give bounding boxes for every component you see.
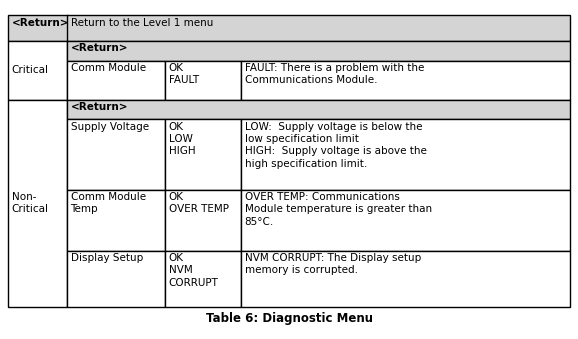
Bar [67, 61, 165, 100]
Text: Supply Voltage: Supply Voltage [71, 122, 149, 132]
Bar [241, 61, 570, 100]
Text: <Return>: <Return> [12, 18, 69, 27]
Text: Comm Module: Comm Module [71, 63, 146, 73]
Text: <Return>: <Return> [71, 43, 128, 53]
Text: <Return>: <Return> [71, 102, 128, 112]
Text: LOW:  Supply voltage is below the
low specification limit
HIGH:  Supply voltage : LOW: Supply voltage is below the low spe… [244, 122, 427, 169]
Text: Critical: Critical [12, 65, 49, 75]
Text: FAULT: There is a problem with the
Communications Module.: FAULT: There is a problem with the Commu… [244, 63, 424, 85]
Bar [241, 190, 570, 251]
Text: Table 6: Diagnostic Menu: Table 6: Diagnostic Menu [206, 312, 372, 325]
Bar [8, 41, 67, 100]
Bar [67, 41, 570, 61]
Text: Non-
Critical: Non- Critical [12, 192, 49, 214]
Bar [165, 251, 241, 307]
Text: Display Setup: Display Setup [71, 253, 143, 263]
Text: OVER TEMP: Communications
Module temperature is greater than
85°C.: OVER TEMP: Communications Module tempera… [244, 192, 432, 227]
Bar [67, 190, 165, 251]
Text: NVM CORRUPT: The Display setup
memory is corrupted.: NVM CORRUPT: The Display setup memory is… [244, 253, 421, 275]
Text: OK
FAULT: OK FAULT [169, 63, 199, 85]
Bar [8, 15, 570, 41]
Text: OK
NVM
CORRUPT: OK NVM CORRUPT [169, 253, 218, 288]
Bar [165, 61, 241, 100]
Bar [165, 190, 241, 251]
Bar [67, 119, 165, 190]
Bar [165, 119, 241, 190]
Text: Return to the Level 1 menu: Return to the Level 1 menu [71, 18, 213, 27]
Text: Comm Module
Temp: Comm Module Temp [71, 192, 146, 214]
Text: OK
OVER TEMP: OK OVER TEMP [169, 192, 229, 214]
Text: OK
LOW
HIGH: OK LOW HIGH [169, 122, 195, 157]
Bar [8, 100, 67, 307]
Bar [241, 119, 570, 190]
Bar [241, 251, 570, 307]
Bar [67, 100, 570, 119]
Bar [67, 251, 165, 307]
